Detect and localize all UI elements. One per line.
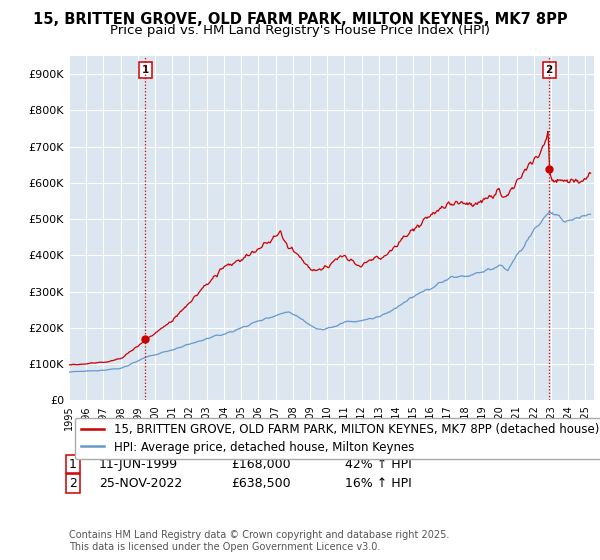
- Text: Price paid vs. HM Land Registry's House Price Index (HPI): Price paid vs. HM Land Registry's House …: [110, 24, 490, 36]
- Legend: 15, BRITTEN GROVE, OLD FARM PARK, MILTON KEYNES, MK7 8PP (detached house), HPI: : 15, BRITTEN GROVE, OLD FARM PARK, MILTON…: [75, 418, 600, 459]
- Text: 42% ↑ HPI: 42% ↑ HPI: [345, 458, 412, 470]
- Text: 25-NOV-2022: 25-NOV-2022: [99, 477, 182, 490]
- Text: 11-JUN-1999: 11-JUN-1999: [99, 458, 178, 470]
- Text: Contains HM Land Registry data © Crown copyright and database right 2025.
This d: Contains HM Land Registry data © Crown c…: [69, 530, 449, 552]
- Text: 1: 1: [142, 65, 149, 75]
- Text: 1: 1: [69, 458, 77, 470]
- Text: 15, BRITTEN GROVE, OLD FARM PARK, MILTON KEYNES, MK7 8PP: 15, BRITTEN GROVE, OLD FARM PARK, MILTON…: [32, 12, 568, 27]
- Text: 16% ↑ HPI: 16% ↑ HPI: [345, 477, 412, 490]
- Text: 2: 2: [545, 65, 553, 75]
- Text: £638,500: £638,500: [231, 477, 290, 490]
- Text: 2: 2: [69, 477, 77, 490]
- Text: £168,000: £168,000: [231, 458, 290, 470]
